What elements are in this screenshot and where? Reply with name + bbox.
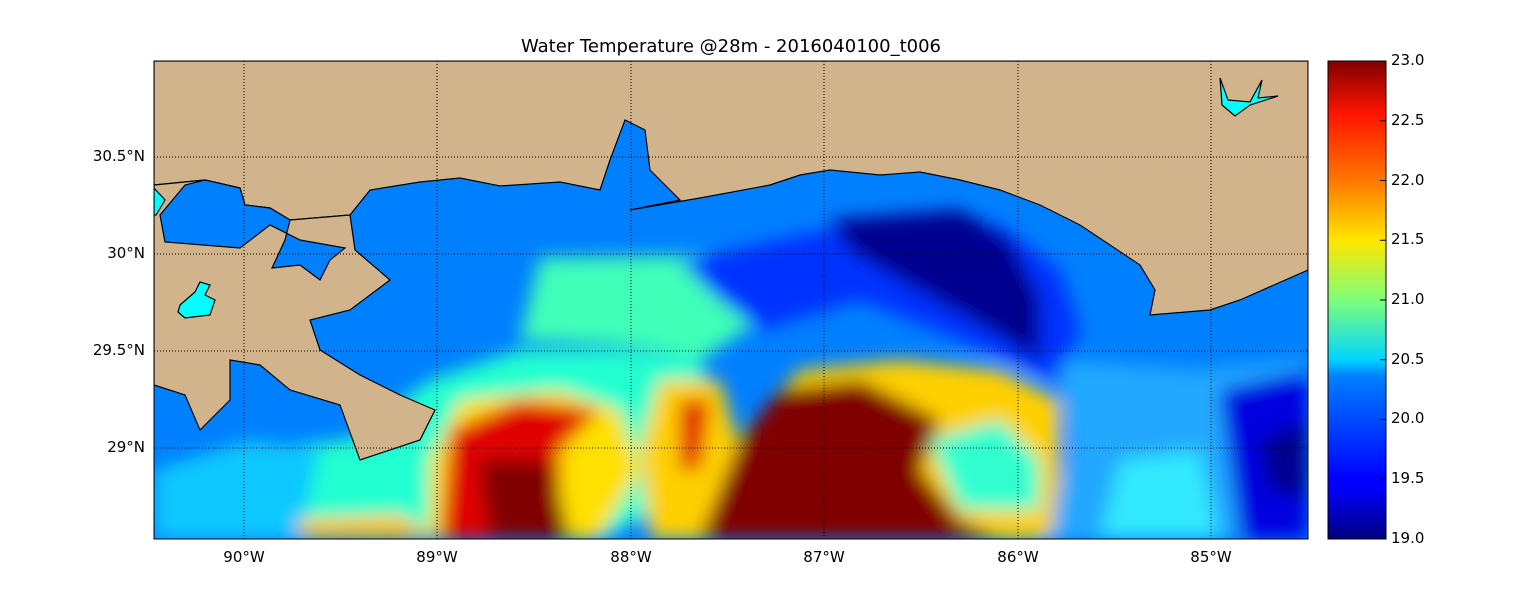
lon-tick-label: 87°W <box>803 548 845 566</box>
colorbar-tick-label: 20.0 <box>1391 409 1425 427</box>
lon-tick-label: 89°W <box>416 548 458 566</box>
lon-tick-label: 86°W <box>997 548 1039 566</box>
colorbar-tick-label: 19.0 <box>1391 529 1425 547</box>
colorbar-tick-label: 22.5 <box>1391 111 1425 129</box>
colorbar <box>1327 60 1387 540</box>
map-title: Water Temperature @28m - 2016040100_t006 <box>521 36 941 57</box>
colorbar-tick-label: 19.5 <box>1391 469 1425 487</box>
colorbar-tick-label: 20.5 <box>1391 350 1425 368</box>
lake-maurepas <box>177 281 216 319</box>
grid-lines <box>154 61 1308 539</box>
temperature-field <box>154 210 1308 539</box>
lon-tick-label: 88°W <box>610 548 652 566</box>
colorbar-tick-label: 21.5 <box>1391 230 1425 248</box>
lon-tick-label: 85°W <box>1190 548 1232 566</box>
lake-west-edge <box>154 187 166 216</box>
map-frame <box>153 60 1309 540</box>
lake-east <box>1219 77 1279 117</box>
colorbar-tick-label: 21.0 <box>1391 290 1425 308</box>
lat-tick-label: 30.5°N <box>92 147 145 165</box>
lat-tick-label: 30°N <box>107 244 145 262</box>
colorbar-tick-label: 23.0 <box>1391 51 1425 69</box>
lon-tick-label: 90°W <box>223 548 265 566</box>
colorbar-ticks <box>1380 120 1386 480</box>
lake-pontchartrain <box>159 179 347 281</box>
colorbar-tick-label: 22.0 <box>1391 171 1425 189</box>
lat-tick-label: 29°N <box>107 438 145 456</box>
lat-tick-label: 29.5°N <box>92 341 145 359</box>
